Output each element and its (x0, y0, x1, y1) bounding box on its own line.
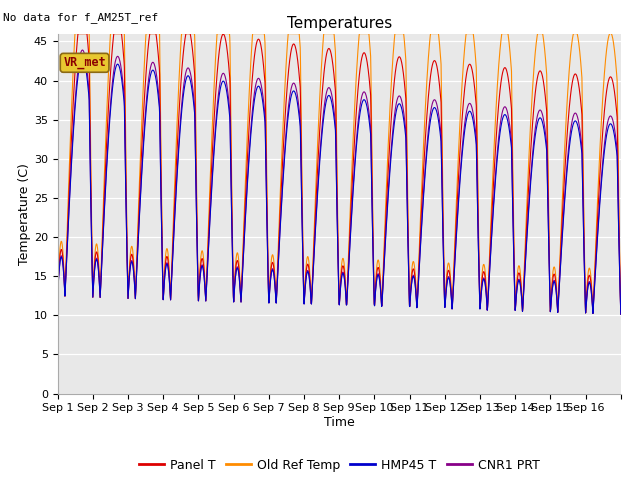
Panel T (617, 312, 625, 317)
Old Ref Temp (232, 261, 239, 266)
CNR1 PRT (509, 215, 516, 220)
Panel T (110, 31, 118, 36)
CNR1 PRT (609, 118, 617, 124)
Panel T (373, 267, 381, 273)
HMP45 T (79, 55, 86, 61)
Line: Old Ref Temp: Old Ref Temp (58, 34, 621, 314)
Old Ref Temp (373, 260, 381, 266)
HMP45 T (232, 273, 239, 278)
HMP45 T (617, 312, 625, 317)
HMP45 T (541, 132, 548, 137)
HMP45 T (110, 73, 118, 79)
Text: VR_met: VR_met (63, 56, 106, 69)
Old Ref Temp (541, 48, 548, 53)
CNR1 PRT (110, 65, 118, 71)
HMP45 T (54, 293, 61, 299)
Old Ref Temp (617, 312, 625, 317)
HMP45 T (509, 218, 516, 224)
Panel T (509, 196, 516, 202)
Panel T (232, 267, 239, 273)
CNR1 PRT (54, 293, 61, 299)
HMP45 T (373, 274, 381, 280)
Line: Panel T: Panel T (58, 34, 621, 314)
Text: No data for f_AM25T_ref: No data for f_AM25T_ref (3, 12, 159, 23)
Panel T (74, 31, 82, 36)
Panel T (54, 293, 61, 299)
Title: Temperatures: Temperatures (287, 16, 392, 31)
HMP45 T (609, 126, 617, 132)
Old Ref Temp (54, 293, 61, 299)
X-axis label: Time: Time (324, 416, 355, 429)
Y-axis label: Temperature (C): Temperature (C) (18, 163, 31, 264)
Old Ref Temp (71, 31, 79, 36)
CNR1 PRT (79, 47, 86, 53)
CNR1 PRT (373, 273, 381, 279)
Old Ref Temp (609, 37, 617, 43)
Line: HMP45 T: HMP45 T (58, 58, 621, 314)
Old Ref Temp (509, 176, 516, 181)
CNR1 PRT (232, 272, 239, 277)
CNR1 PRT (541, 124, 548, 130)
CNR1 PRT (617, 312, 625, 317)
Old Ref Temp (110, 31, 118, 36)
Panel T (609, 80, 617, 85)
Legend: Panel T, Old Ref Temp, HMP45 T, CNR1 PRT: Panel T, Old Ref Temp, HMP45 T, CNR1 PRT (134, 454, 545, 477)
Line: CNR1 PRT: CNR1 PRT (58, 50, 621, 314)
Panel T (541, 88, 548, 94)
